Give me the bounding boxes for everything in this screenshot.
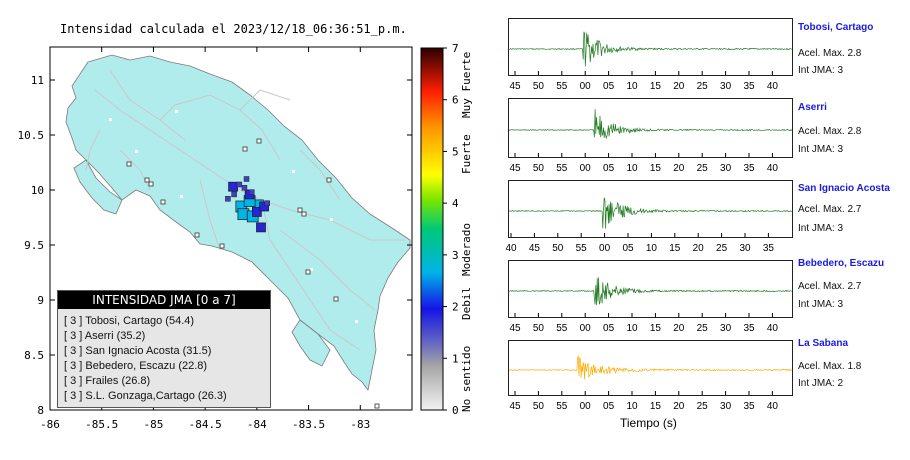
waveform-trace (508, 277, 792, 306)
intensity-square (252, 207, 262, 217)
waveform-plot (508, 197, 792, 229)
colorbar-tick-label: 0 (452, 404, 459, 417)
colorbar-label-moderado: Moderado (460, 223, 473, 276)
station-accel: Acel. Max. 1.8 (798, 361, 862, 372)
colorbar-label-debil: Debil (460, 286, 473, 320)
legend-item: [ 3 ] S.L. Gonzaga,Cartago (26.3) (64, 390, 227, 402)
station-jma: Int JMA: 3 (798, 299, 844, 310)
intensity-square (228, 181, 238, 192)
intensity-square (259, 201, 269, 212)
legend-item: [ 3 ] Frailes (26.8) (64, 375, 151, 387)
station-markers (126, 138, 380, 409)
colorbar-label-nosentido: No sentido (460, 345, 473, 412)
waveform-plot (508, 355, 793, 380)
intensity-square-small (231, 191, 237, 198)
colorbar-label-fuerte: Fuerte (460, 134, 473, 174)
station-name: Bebedero, Escazu (798, 258, 885, 269)
intensity-square-small (248, 189, 255, 195)
legend-item: [ 3 ] Bebedero, Escazu (22.8) (64, 360, 208, 372)
station-name: La Sabana (798, 338, 849, 349)
legend-item: [ 3 ] Aserri (35.2) (64, 330, 146, 342)
colorbar-tick-label: 6 (452, 94, 459, 107)
colorbar-tick-label: 2 (452, 301, 459, 314)
x-tick-label: -85 (143, 418, 163, 431)
station-accel: Acel. Max. 2.8 (798, 48, 862, 59)
station-jma: Int JMA: 2 (798, 378, 844, 389)
colorbar-tick-label: 4 (452, 197, 459, 210)
intensity-squares (225, 176, 270, 233)
map-y-axis: 8 8.5 9 9.5 10 10.5 11 (18, 74, 412, 417)
x-tick-label: -84.5 (189, 418, 222, 431)
colorbar-tick-label: 3 (452, 249, 459, 262)
waveform-panel-sabana (508, 340, 793, 396)
waveform-trace (508, 109, 793, 140)
station-accel: Acel. Max. 2.7 (798, 281, 862, 292)
map-x-axis: -86 -85.5 -85 -84.5 -84 -83.5 -83 (40, 47, 370, 431)
intensity-square-small (241, 185, 248, 191)
legend-title: INTENSIDAD JMA [0 a 7] (58, 291, 270, 309)
x-tick-label: -83 (350, 418, 370, 431)
colorbar-tick-label: 5 (452, 145, 459, 158)
road-network (85, 69, 405, 351)
intensity-square-small (225, 196, 231, 202)
costa-rica-landmass (65, 54, 411, 391)
intensity-square-small (264, 200, 270, 206)
waveform-plot (508, 109, 793, 140)
waveform-trace (508, 197, 792, 229)
legend-item: [ 3 ] San Ignacio Acosta (31.5) (64, 345, 212, 357)
station-jma: Int JMA: 3 (798, 144, 844, 155)
intensity-square-small (236, 181, 243, 188)
y-tick-label: 9 (37, 294, 44, 307)
x-tick-label: -83.5 (292, 418, 325, 431)
y-tick-label: 10.5 (18, 129, 45, 142)
waveform-panel-acosta (508, 180, 793, 238)
y-tick-label: 9.5 (24, 239, 44, 252)
intensity-legend: INTENSIDAD JMA [0 a 7] [ 3 ] Tobosi, Car… (57, 290, 271, 408)
y-tick-label: 8.5 (24, 349, 44, 362)
station-name: San Ignacio Acosta (798, 183, 890, 194)
waveform-plot (508, 31, 793, 67)
station-name: Aserri (798, 102, 827, 113)
waveform-plot (508, 277, 792, 306)
y-tick-label: 8 (37, 404, 44, 417)
colorbar-tick-label: 1 (452, 352, 459, 365)
y-tick-label: 10 (31, 184, 44, 197)
nicoya-peninsula (73, 159, 123, 215)
osa-peninsula (291, 319, 331, 367)
colorbar-tick-label: 7 (452, 42, 459, 55)
waveform-trace (508, 355, 793, 380)
legend-item: [ 3 ] Tobosi, Cartago (54.4) (64, 315, 195, 327)
colorbar (420, 47, 444, 411)
waveform-panel-bebedero (508, 260, 793, 318)
station-accel: Acel. Max. 2.8 (798, 126, 862, 137)
colorbar-label-muyfuerte: Muy Fuerte (460, 51, 473, 118)
intensity-square (256, 222, 266, 233)
x-tick-label: -84 (247, 418, 267, 431)
station-accel: Acel. Max. 2.7 (798, 204, 862, 215)
map-title: Intensidad calculada el 2023/12/18_06:36… (60, 22, 407, 36)
colorbar-ticks: 0 1 2 3 4 5 6 7 (443, 42, 459, 417)
time-axis-label: Tiempo (s) (620, 416, 677, 430)
waveform-trace (508, 31, 793, 67)
x-tick-label: -85.5 (85, 418, 118, 431)
station-name: Tobosi, Cartago (798, 22, 874, 33)
town-markers (109, 70, 358, 323)
station-jma: Int JMA: 3 (798, 223, 844, 234)
x-tick-label: -86 (40, 418, 60, 431)
waveform-panel-aserri (508, 98, 793, 158)
y-tick-label: 11 (31, 74, 44, 87)
waveform-panel-tobosi (508, 18, 793, 76)
station-jma: Int JMA: 3 (798, 65, 844, 76)
intensity-square-small (243, 176, 250, 182)
